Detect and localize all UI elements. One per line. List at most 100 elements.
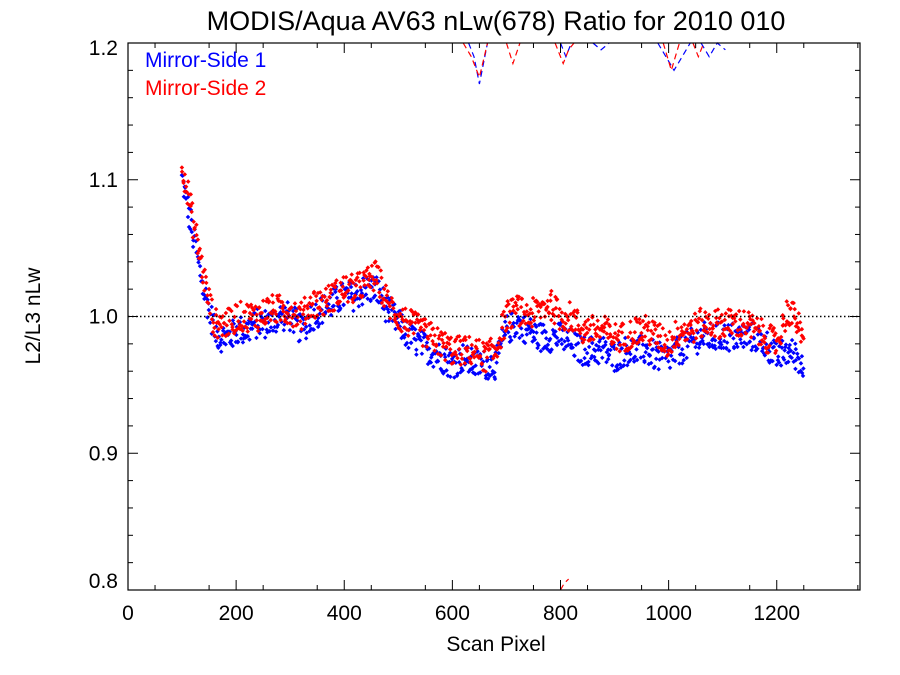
data-point (642, 358, 647, 364)
data-point (730, 321, 736, 327)
data-point (747, 339, 752, 345)
data-point (785, 302, 791, 308)
data-point (485, 343, 491, 348)
data-point (247, 337, 252, 342)
data-point (660, 326, 666, 331)
data-point (615, 332, 621, 338)
data-point (796, 356, 802, 361)
data-point (611, 340, 617, 345)
data-point (655, 340, 660, 346)
data-point (369, 263, 375, 269)
data-point (617, 362, 623, 367)
legend-entry-mirror-side-1: Mirror-Side 1 (145, 49, 266, 72)
data-point (646, 320, 651, 325)
data-point (529, 324, 535, 329)
data-point (442, 354, 448, 360)
data-point (599, 355, 605, 361)
data-point (562, 327, 567, 332)
data-point (701, 341, 706, 347)
data-point (757, 329, 762, 334)
data-point (474, 338, 479, 343)
dashed-line (559, 42, 572, 59)
data-point (460, 342, 466, 348)
data-point (604, 359, 609, 365)
data-point (435, 325, 440, 331)
data-point (778, 334, 784, 340)
data-point (463, 337, 468, 343)
data-point (413, 337, 419, 343)
data-point (509, 324, 515, 329)
data-point (346, 281, 352, 287)
data-point (326, 283, 331, 288)
data-point (350, 300, 356, 305)
data-point (651, 365, 657, 371)
data-point (262, 335, 268, 340)
data-point (307, 323, 312, 328)
data-point (675, 326, 680, 331)
data-point (572, 308, 577, 314)
data-point (722, 323, 727, 328)
data-point (474, 346, 479, 351)
data-point (327, 294, 332, 300)
data-point (379, 300, 385, 306)
data-point (728, 308, 733, 313)
y-tick-label: 0.8 (89, 570, 118, 593)
data-point (509, 338, 514, 343)
data-point (715, 307, 721, 312)
data-point (364, 274, 369, 279)
data-point (619, 346, 625, 351)
data-point (619, 330, 625, 335)
data-point (559, 341, 565, 347)
data-point (199, 254, 205, 259)
data-point (252, 323, 258, 329)
data-point (487, 364, 492, 370)
data-point (672, 344, 678, 350)
data-point (738, 332, 744, 337)
data-point (667, 329, 672, 335)
data-point (528, 316, 533, 322)
data-point (628, 351, 633, 357)
data-point (797, 320, 803, 325)
data-point (462, 361, 468, 366)
data-point (487, 346, 492, 352)
data-point (786, 320, 792, 326)
data-point (583, 319, 588, 325)
data-point (385, 288, 391, 294)
data-point (620, 322, 626, 327)
data-point (617, 349, 622, 354)
data-point (591, 337, 596, 342)
data-point (451, 360, 456, 365)
data-point (595, 318, 600, 323)
data-point (441, 340, 446, 346)
data-point (760, 323, 766, 329)
data-point (424, 344, 430, 349)
data-point (647, 352, 653, 358)
data-point (590, 340, 595, 346)
data-point (460, 368, 465, 373)
data-point (348, 284, 354, 290)
data-point (586, 344, 592, 350)
data-point (789, 337, 795, 343)
data-point (420, 343, 426, 349)
plot-area (127, 42, 861, 591)
data-point (793, 366, 798, 372)
x-tick-label: 600 (435, 602, 470, 625)
data-point (575, 340, 581, 346)
data-point (496, 340, 501, 346)
data-point (703, 310, 708, 315)
data-point (702, 320, 707, 325)
data-point (682, 330, 688, 335)
data-point (399, 329, 404, 334)
data-point (793, 346, 799, 352)
data-point (543, 329, 549, 335)
data-point (662, 349, 667, 354)
data-point (328, 290, 333, 296)
data-point (349, 291, 354, 296)
data-point (522, 340, 528, 346)
data-point (756, 324, 762, 329)
data-point (281, 303, 286, 308)
data-point (663, 333, 668, 338)
data-point (530, 295, 536, 301)
data-point (553, 305, 559, 311)
data-point (754, 326, 759, 332)
